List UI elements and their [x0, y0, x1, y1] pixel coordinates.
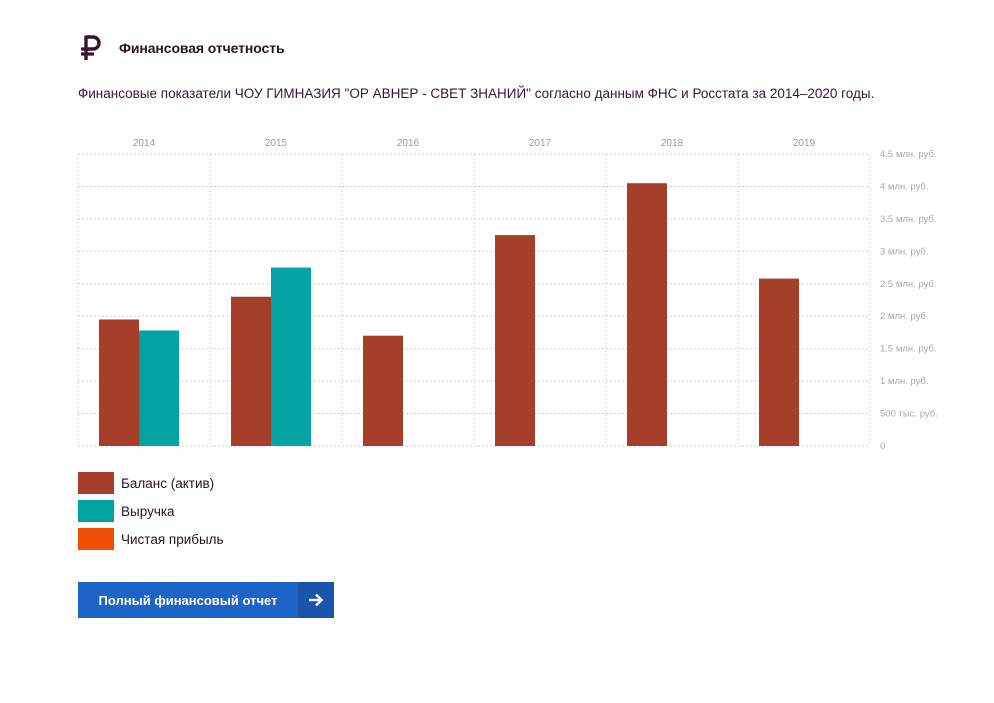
legend-item-profit: Чистая прибыль: [78, 528, 224, 550]
legend-swatch-profit: [78, 528, 114, 550]
bar-chart: 4.5 млн. руб. 4 млн. руб. 3.5 млн. руб. 3 м…: [0, 128, 994, 458]
legend-item-revenue: Выручка: [78, 500, 224, 522]
y-tick-label: 500 тыс. руб.: [880, 409, 938, 420]
bar-balance-2017[interactable]: [495, 235, 535, 446]
x-tick-label: 2017: [529, 138, 552, 149]
legend-swatch-revenue: [78, 500, 114, 522]
legend-swatch-balance: [78, 472, 114, 494]
y-tick-label: 4 млн. руб.: [880, 181, 929, 192]
y-tick-label: 1 млн. руб.: [880, 376, 929, 387]
bar-balance-2018[interactable]: [627, 183, 667, 446]
section-header: Финансовая отчетность: [80, 34, 285, 62]
y-tick-label: 3 млн. руб.: [880, 246, 929, 257]
legend-item-balance: Баланс (актив): [78, 472, 224, 494]
x-tick-label: 2016: [397, 138, 420, 149]
y-tick-label: 3.5 млн. руб.: [880, 214, 937, 225]
y-tick-label: 4.5 млн. руб.: [880, 149, 937, 160]
x-tick-label: 2014: [133, 138, 156, 149]
y-tick-label: 1.5 млн. руб.: [880, 344, 937, 355]
bar-balance-2016[interactable]: [363, 335, 403, 446]
arrow-right-icon: [298, 582, 334, 618]
bar-revenue-2014[interactable]: [139, 330, 179, 446]
chart-legend: Баланс (актив) Выручка Чистая прибыль: [78, 472, 224, 556]
full-report-button-label: Полный финансовый отчет: [98, 592, 278, 608]
bar-balance-2019[interactable]: [759, 278, 799, 446]
section-title: Финансовая отчетность: [119, 40, 285, 56]
y-tick-label: 2 млн. руб.: [880, 311, 929, 322]
intro-text: Финансовые показатели ЧОУ ГИМНАЗИЯ "ОР А…: [78, 86, 875, 101]
bar-balance-2015[interactable]: [231, 296, 271, 446]
full-report-button[interactable]: Полный финансовый отчет: [78, 582, 334, 618]
y-tick-label: 0: [880, 441, 885, 452]
bar-balance-2014[interactable]: [99, 319, 139, 446]
chart-canvas: 4.5 млн. руб. 4 млн. руб. 3.5 млн. руб. 3 м…: [77, 138, 938, 452]
ruble-icon: [81, 35, 101, 60]
bar-revenue-2015[interactable]: [271, 267, 311, 446]
legend-label-balance: Баланс (актив): [121, 475, 215, 491]
legend-label-profit: Чистая прибыль: [121, 531, 224, 547]
x-tick-label: 2019: [793, 138, 816, 149]
x-tick-label: 2018: [661, 138, 684, 149]
legend-label-revenue: Выручка: [121, 503, 175, 519]
x-tick-label: 2015: [265, 138, 288, 149]
y-tick-label: 2.5 млн. руб.: [880, 279, 937, 290]
